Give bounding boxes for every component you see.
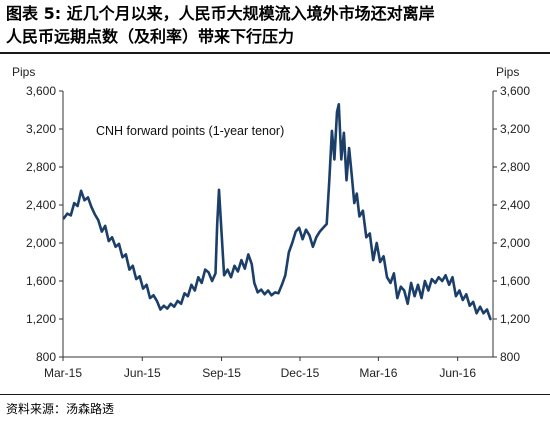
chart-title-line2: 人民币远期点数（及利率）带来下行压力 [6,27,295,46]
y-tick-label-left: 2,400 [26,198,56,212]
footer-divider [0,394,550,395]
y-tick-label-right: 2,400 [500,198,530,212]
y-tick-label-left: 1,600 [26,274,56,288]
y-tick-label-right: 1,600 [500,274,530,288]
x-tick-label: Mar-15 [44,366,82,380]
y-tick-label-left: 2,800 [26,160,56,174]
x-tick-label: Jun-16 [439,366,476,380]
x-tick-label: Dec-15 [281,366,320,380]
y-tick-label-left: 800 [36,350,56,364]
y-tick-label-right: 3,200 [500,122,530,136]
series-annotation: CNH forward points (1-year tenor) [96,124,284,138]
chart-axes [59,90,497,361]
chart-title: 图表 5: 近几个月以来，人民币大规模流入境外市场还对离岸 人民币远期点数（及利… [6,2,546,48]
chart-title-line1: 图表 5: 近几个月以来，人民币大规模流入境外市场还对离岸 [6,4,435,23]
y-tick-label-left: 3,200 [26,122,56,136]
y-tick-label-right: 800 [500,350,520,364]
y-tick-label-left: 1,200 [26,312,56,326]
x-tick-label: Sep-15 [202,366,241,380]
series-line-cnh-forward-points [62,103,492,321]
source-note: 资料来源：汤森路透 [6,402,115,416]
y-tick-label-right: 2,000 [500,236,530,250]
x-tick-label: Jun-15 [124,366,161,380]
y-tick-label-right: 1,200 [500,312,530,326]
y-tick-label-left: 2,000 [26,236,56,250]
y-tick-label-right: 3,600 [500,84,530,98]
y-axis-unit-left: Pips [12,65,35,79]
y-tick-label-right: 2,800 [500,160,530,174]
x-tick-label: Mar-16 [359,366,397,380]
chart-tick-labels: 800 800 1,200 1,200 1,600 1,600 2,000 2,000 2,40… [26,84,530,380]
y-axis-unit-right: Pips [496,65,519,79]
line-chart: 800 800 1,200 1,200 1,600 1,600 2,000 2,000 2,40… [12,65,530,380]
title-divider [0,52,550,54]
y-tick-label-left: 3,600 [26,84,56,98]
